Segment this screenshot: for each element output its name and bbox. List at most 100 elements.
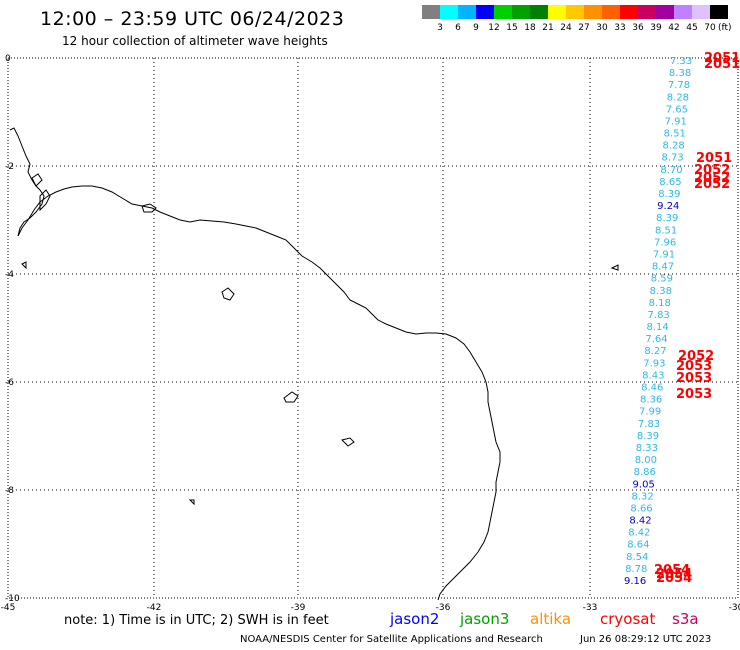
scale-swatch xyxy=(638,5,656,19)
scale-swatch xyxy=(710,5,728,19)
map-title: 12:00 – 23:59 UTC 06/24/2023 xyxy=(40,8,345,30)
pass-time-label: 2051 xyxy=(704,51,740,66)
wave-height-reading: 7.64 xyxy=(645,334,667,345)
wave-height-reading: 9.16 xyxy=(624,576,646,587)
wave-height-reading: 8.42 xyxy=(628,528,650,539)
footer-credit: NOAA/NESDIS Center for Satellite Applica… xyxy=(240,634,543,645)
wave-height-reading: 8.27 xyxy=(644,346,666,357)
latitude-tick-label: -4 xyxy=(5,270,14,280)
latitude-tick-label: -6 xyxy=(5,378,14,388)
longitude-tick-label: -33 xyxy=(583,603,598,613)
pass-time-label: 2054 xyxy=(654,563,690,578)
wave-height-reading: 8.33 xyxy=(636,443,658,454)
pass-time-label: 2052 xyxy=(678,349,714,364)
wave-height-reading: 8.39 xyxy=(637,431,659,442)
wave-height-reading: 7.83 xyxy=(638,419,660,430)
scale-tick-label: 12 xyxy=(488,23,499,33)
scale-tick-label: 9 xyxy=(473,23,479,33)
wave-height-reading: 8.54 xyxy=(626,552,648,563)
scale-tick-label: 24 xyxy=(560,23,572,33)
wave-height-reading: 8.73 xyxy=(661,153,683,164)
scale-swatch xyxy=(548,5,566,19)
scale-tick-label: 30 xyxy=(596,23,608,33)
scale-swatch xyxy=(674,5,692,19)
pass-time-label: 2052 xyxy=(694,177,730,192)
scale-tick-label: 21 xyxy=(542,23,553,33)
wave-height-reading: 7.83 xyxy=(648,310,670,321)
wave-height-reading: 7.93 xyxy=(643,358,665,369)
wave-height-reading: 7.91 xyxy=(653,249,675,260)
legend-jason3: jason3 xyxy=(460,610,510,628)
scale-tick-label: 36 xyxy=(632,23,644,33)
latitude-axis: 0 -2 -4 -6 -8 -10 xyxy=(5,54,20,604)
wave-height-reading: 7.33 xyxy=(670,56,692,67)
legend-jason2: jason2 xyxy=(390,610,440,628)
scale-swatch xyxy=(530,5,548,19)
scale-swatch xyxy=(422,5,440,19)
pass-time-label: 2051 xyxy=(704,57,740,72)
footnote: note: 1) Time is in UTC; 2) SWH is in fe… xyxy=(64,613,329,628)
scale-swatch xyxy=(656,5,674,19)
pass-time-label: 2052 xyxy=(694,163,730,178)
wave-height-reading: 8.00 xyxy=(635,455,657,466)
wave-height-reading: 8.86 xyxy=(634,467,656,478)
scale-tick-label: 18 xyxy=(524,23,536,33)
wave-height-reading: 8.38 xyxy=(650,286,672,297)
pass-time-label: 2053 xyxy=(676,387,712,402)
coastline xyxy=(9,127,619,601)
wave-height-reading: 8.18 xyxy=(649,298,671,309)
wave-height-reading: 8.43 xyxy=(642,370,664,381)
scale-tick-label: 15 xyxy=(506,23,517,33)
pass-time-label: 2051 xyxy=(696,151,732,166)
wave-height-reading: 8.70 xyxy=(660,165,682,176)
pass-time-label: 2052 xyxy=(694,171,730,186)
wave-height-reading: 7.96 xyxy=(654,237,676,248)
wave-height-reading: 8.39 xyxy=(656,213,678,224)
wave-height-reading: 8.66 xyxy=(630,503,652,514)
scale-tick-label: 3 xyxy=(437,23,443,33)
wave-height-reading: 8.38 xyxy=(669,68,691,79)
scale-tick-label: 45 xyxy=(686,23,697,33)
wave-height-reading: 8.78 xyxy=(625,564,647,575)
wave-height-reading: 8.28 xyxy=(667,92,689,103)
map-subtitle: 12 hour collection of altimeter wave hei… xyxy=(62,34,328,48)
legend-cryosat: cryosat xyxy=(600,610,656,628)
longitude-axis: -45 -42 -39 -36 -33 -30 xyxy=(1,603,740,613)
legend-s3a: s3a xyxy=(672,610,699,628)
scale-tick-label: 6 xyxy=(455,23,461,33)
wave-height-reading: 9.05 xyxy=(633,479,655,490)
scale-swatch xyxy=(440,5,458,19)
longitude-tick-label: -36 xyxy=(436,603,451,613)
scale-swatch xyxy=(458,5,476,19)
color-scale-legend: 3 6 9 12 15 18 21 24 27 30 33 36 39 42 45 70 (ft) xyxy=(422,5,732,33)
longitude-tick-label: -30 xyxy=(729,603,740,613)
wave-height-reading: 8.32 xyxy=(631,491,653,502)
wave-height-reading: 8.46 xyxy=(641,383,663,394)
scale-tick-label: 27 xyxy=(578,23,589,33)
longitude-tick-label: -45 xyxy=(1,603,16,613)
legend-altika: altika xyxy=(530,610,572,628)
longitude-tick-label: -39 xyxy=(291,603,306,613)
wave-height-reading: 9.24 xyxy=(657,201,679,212)
scale-swatch xyxy=(620,5,638,19)
latitude-tick-label: 0 xyxy=(5,54,11,64)
scale-unit-label: (ft) xyxy=(718,23,732,33)
scale-swatch xyxy=(566,5,584,19)
scale-tick-label: 42 xyxy=(668,23,679,33)
wave-height-readings: 7.338.387.788.287.657.918.518.288.738.70… xyxy=(624,56,692,587)
scale-swatch xyxy=(584,5,602,19)
wave-height-reading: 8.14 xyxy=(646,322,668,333)
scale-tick-label: 33 xyxy=(614,23,625,33)
wave-height-reading: 7.99 xyxy=(639,407,661,418)
latitude-tick-label: -2 xyxy=(5,162,14,172)
pass-time-label: 2053 xyxy=(676,371,712,386)
graticule xyxy=(8,58,738,598)
latitude-tick-label: -10 xyxy=(5,594,20,604)
wave-height-reading: 8.51 xyxy=(664,129,686,140)
scale-swatch xyxy=(476,5,494,19)
wave-height-reading: 8.64 xyxy=(627,540,649,551)
wave-height-reading: 8.47 xyxy=(652,262,674,273)
wave-height-reading: 7.78 xyxy=(668,80,690,91)
wave-height-reading: 8.65 xyxy=(659,177,681,188)
